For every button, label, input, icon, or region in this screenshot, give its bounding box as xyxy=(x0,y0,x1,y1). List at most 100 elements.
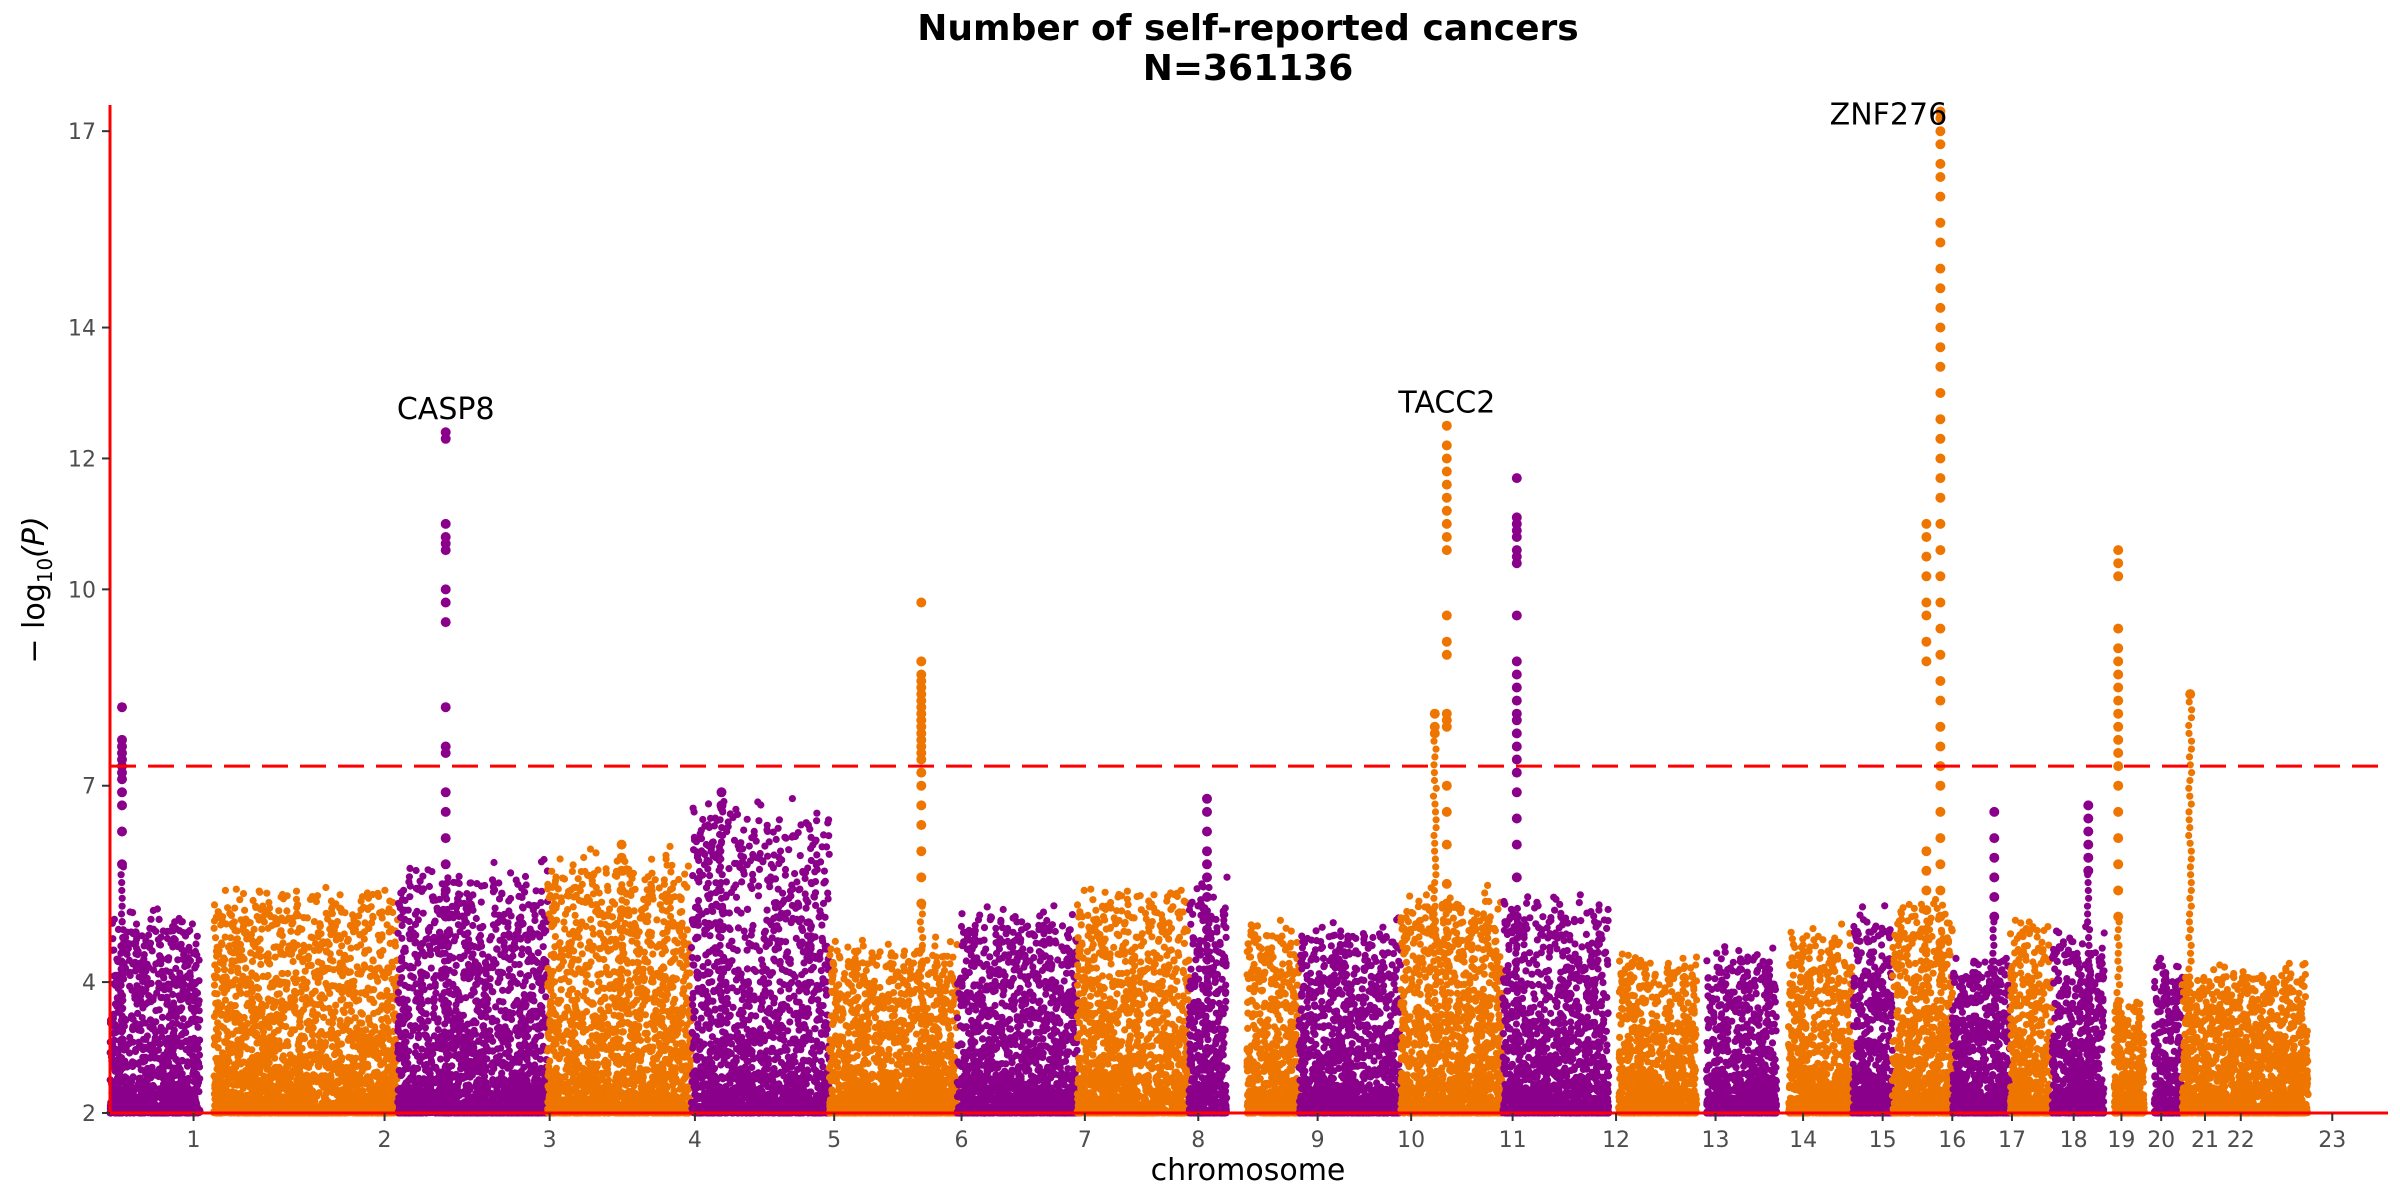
data-point xyxy=(300,977,308,985)
data-point xyxy=(229,1030,237,1038)
data-point xyxy=(160,986,168,994)
data-point xyxy=(388,994,396,1003)
data-point xyxy=(322,909,330,917)
data-point xyxy=(255,916,263,924)
data-point xyxy=(532,887,540,895)
data-point xyxy=(378,931,386,939)
data-point xyxy=(300,947,308,955)
data-point xyxy=(263,1040,271,1048)
data-point xyxy=(148,1043,156,1051)
data-point xyxy=(187,992,196,1001)
data-point xyxy=(212,913,220,921)
data-point xyxy=(249,984,257,993)
data-point xyxy=(172,1042,180,1050)
data-point xyxy=(340,1026,348,1034)
data-point xyxy=(132,920,141,928)
data-point xyxy=(310,918,318,926)
data-point xyxy=(212,1008,220,1017)
data-point xyxy=(159,1104,167,1112)
data-point xyxy=(316,973,324,982)
data-point xyxy=(185,998,193,1006)
data-point xyxy=(173,1089,181,1098)
data-point xyxy=(153,905,161,913)
data-point xyxy=(347,944,355,952)
data-point xyxy=(336,968,345,976)
data-point xyxy=(146,1023,154,1031)
data-point xyxy=(172,1055,180,1063)
data-point xyxy=(304,962,312,970)
data-point xyxy=(259,972,267,981)
data-point xyxy=(176,996,184,1004)
data-point xyxy=(507,869,515,877)
data-point xyxy=(384,1017,392,1025)
data-point xyxy=(140,951,148,959)
data-point xyxy=(236,1048,244,1056)
data-point xyxy=(419,872,427,880)
data-point xyxy=(490,858,498,867)
data-point xyxy=(381,886,389,894)
data-point xyxy=(405,983,413,992)
data-point xyxy=(279,895,287,903)
data-point xyxy=(232,1092,240,1100)
data-point xyxy=(135,1075,143,1083)
data-point xyxy=(288,1057,296,1065)
data-point xyxy=(192,1099,200,1107)
data-point xyxy=(424,925,432,934)
data-point xyxy=(369,912,377,920)
data-point xyxy=(336,891,344,899)
data-point xyxy=(138,1014,146,1022)
data-point xyxy=(243,1101,251,1109)
data-point xyxy=(193,932,201,940)
data-point xyxy=(252,903,260,912)
data-point xyxy=(194,1023,202,1031)
data-point xyxy=(326,1083,335,1091)
data-point xyxy=(239,890,248,898)
data-point xyxy=(277,915,285,923)
data-point xyxy=(287,1030,295,1038)
data-point xyxy=(211,1079,219,1087)
data-point xyxy=(126,1033,134,1041)
data-point xyxy=(148,947,156,955)
data-point xyxy=(186,982,194,990)
data-point xyxy=(287,950,296,958)
data-point xyxy=(282,1083,290,1092)
data-point xyxy=(231,1002,239,1010)
data-point xyxy=(133,988,141,996)
data-point xyxy=(382,1055,390,1063)
data-point xyxy=(139,977,147,986)
data-point xyxy=(158,1013,167,1021)
data-point xyxy=(192,1084,200,1092)
data-point xyxy=(145,1086,154,1094)
chart-title: Number of self-reported cancers xyxy=(917,8,1578,49)
data-point xyxy=(163,996,171,1004)
data-point xyxy=(270,1036,278,1044)
data-point xyxy=(148,1066,156,1074)
data-point xyxy=(217,921,225,929)
data-point xyxy=(146,924,154,932)
data-point xyxy=(275,907,283,915)
data-point xyxy=(455,890,463,898)
data-point xyxy=(346,1017,354,1025)
data-point xyxy=(315,1063,323,1071)
data-point xyxy=(144,998,152,1007)
data-point xyxy=(383,921,391,929)
data-point xyxy=(358,1010,366,1018)
data-point xyxy=(316,944,325,952)
data-point xyxy=(539,943,547,951)
data-point xyxy=(158,1071,166,1079)
data-point xyxy=(280,1006,288,1014)
data-point xyxy=(188,920,196,928)
data-point xyxy=(139,1104,147,1112)
data-point xyxy=(237,1027,245,1035)
data-point xyxy=(256,953,264,961)
data-point xyxy=(265,1050,273,1058)
data-point xyxy=(110,980,118,988)
data-point xyxy=(256,888,264,896)
data-point xyxy=(287,927,295,935)
data-point xyxy=(360,928,369,936)
data-point xyxy=(344,935,352,944)
data-point xyxy=(232,885,240,893)
data-point xyxy=(131,994,139,1003)
data-point xyxy=(338,1054,346,1062)
data-point xyxy=(366,986,374,994)
